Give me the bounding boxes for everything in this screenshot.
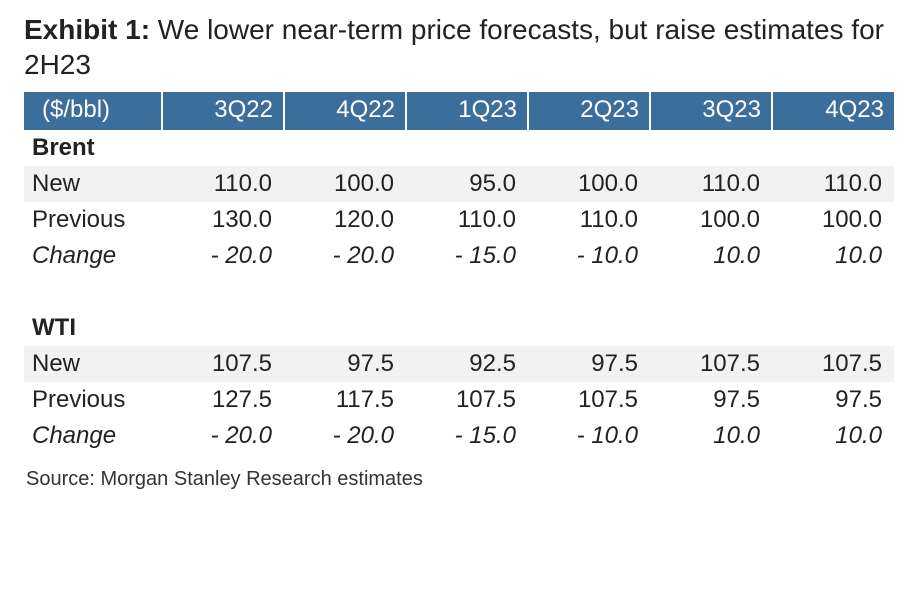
cell: 97.5 xyxy=(284,346,406,382)
col-header: 1Q23 xyxy=(406,92,528,130)
row-label: Previous xyxy=(24,202,162,238)
section-name: WTI xyxy=(24,310,894,346)
source-note: Source: Morgan Stanley Research estimate… xyxy=(24,468,894,491)
cell: - 15.0 xyxy=(406,238,528,274)
cell: - 20.0 xyxy=(284,418,406,454)
cell: 107.5 xyxy=(406,382,528,418)
col-header: 2Q23 xyxy=(528,92,650,130)
cell: 110.0 xyxy=(162,166,284,202)
row-label: Previous xyxy=(24,382,162,418)
cell: 107.5 xyxy=(772,346,894,382)
row-label: New xyxy=(24,166,162,202)
cell: 110.0 xyxy=(772,166,894,202)
cell: 97.5 xyxy=(772,382,894,418)
table-row: New 110.0 100.0 95.0 100.0 110.0 110.0 xyxy=(24,166,894,202)
row-label: Change xyxy=(24,238,162,274)
exhibit-title: Exhibit 1: We lower near-term price fore… xyxy=(24,12,894,82)
cell: 100.0 xyxy=(528,166,650,202)
cell: 97.5 xyxy=(650,382,772,418)
table-row: Previous 127.5 117.5 107.5 107.5 97.5 97… xyxy=(24,382,894,418)
cell: 110.0 xyxy=(406,202,528,238)
cell: - 20.0 xyxy=(162,418,284,454)
section-row-wti: WTI xyxy=(24,310,894,346)
cell: - 10.0 xyxy=(528,238,650,274)
cell: 10.0 xyxy=(650,418,772,454)
cell: - 20.0 xyxy=(284,238,406,274)
cell: 107.5 xyxy=(528,382,650,418)
cell: 130.0 xyxy=(162,202,284,238)
cell: 10.0 xyxy=(772,418,894,454)
cell: - 10.0 xyxy=(528,418,650,454)
row-label: New xyxy=(24,346,162,382)
section-spacer xyxy=(24,274,894,310)
col-header: 4Q23 xyxy=(772,92,894,130)
cell: 110.0 xyxy=(528,202,650,238)
cell: 117.5 xyxy=(284,382,406,418)
table-row: Previous 130.0 120.0 110.0 110.0 100.0 1… xyxy=(24,202,894,238)
exhibit-label: Exhibit 1: xyxy=(24,14,150,45)
section-name: Brent xyxy=(24,130,894,166)
cell: 107.5 xyxy=(650,346,772,382)
table-row: Change - 20.0 - 20.0 - 15.0 - 10.0 10.0 … xyxy=(24,238,894,274)
cell: 100.0 xyxy=(772,202,894,238)
section-row-brent: Brent xyxy=(24,130,894,166)
cell: 97.5 xyxy=(528,346,650,382)
cell: 92.5 xyxy=(406,346,528,382)
table-row: New 107.5 97.5 92.5 97.5 107.5 107.5 xyxy=(24,346,894,382)
exhibit-desc: We lower near-term price forecasts, but … xyxy=(24,14,884,80)
cell: - 20.0 xyxy=(162,238,284,274)
col-header: 3Q23 xyxy=(650,92,772,130)
unit-header: ($/bbl) xyxy=(24,92,162,130)
cell: 107.5 xyxy=(162,346,284,382)
cell: 110.0 xyxy=(650,166,772,202)
cell: 100.0 xyxy=(650,202,772,238)
col-header: 3Q22 xyxy=(162,92,284,130)
cell: 120.0 xyxy=(284,202,406,238)
cell: 100.0 xyxy=(284,166,406,202)
cell: 95.0 xyxy=(406,166,528,202)
table-row: Change - 20.0 - 20.0 - 15.0 - 10.0 10.0 … xyxy=(24,418,894,454)
cell: - 15.0 xyxy=(406,418,528,454)
row-label: Change xyxy=(24,418,162,454)
forecast-table: ($/bbl) 3Q22 4Q22 1Q23 2Q23 3Q23 4Q23 Br… xyxy=(24,92,894,454)
col-header: 4Q22 xyxy=(284,92,406,130)
cell: 10.0 xyxy=(650,238,772,274)
cell: 127.5 xyxy=(162,382,284,418)
cell: 10.0 xyxy=(772,238,894,274)
table-header-row: ($/bbl) 3Q22 4Q22 1Q23 2Q23 3Q23 4Q23 xyxy=(24,92,894,130)
